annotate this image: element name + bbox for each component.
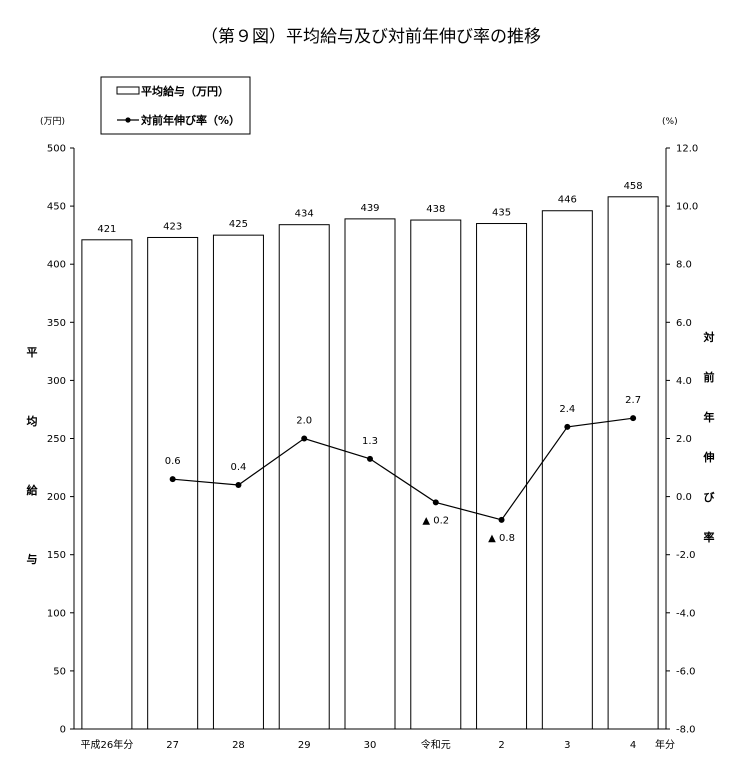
- legend-bar-label: 平均給与（万円）: [141, 84, 229, 98]
- right-axis-title: 対前年伸び率: [703, 330, 716, 544]
- legend-line-label: 対前年伸び率（%）: [140, 113, 240, 127]
- left-tick-label: 200: [47, 492, 66, 503]
- line-value-labels: 0.6 0.4 2.0 1.3 ▲ 0.2 ▲ 0.8 2.4 2.7: [165, 395, 641, 544]
- right-tick-label: 0.0: [676, 492, 692, 503]
- x-tick-label: 29: [298, 740, 311, 751]
- right-tick-label: 12.0: [676, 144, 698, 155]
- bar-value-label: 423: [163, 221, 182, 232]
- left-tick-label: 250: [47, 434, 66, 445]
- line-value-label: ▲ 0.8: [488, 533, 515, 544]
- line-point: [301, 435, 308, 442]
- right-tick-label: -8.0: [676, 725, 696, 736]
- x-axis-unit-suffix: 年分: [655, 738, 675, 751]
- right-axis-title-char: 対: [703, 330, 715, 344]
- bar: [147, 236, 199, 730]
- line-point: [367, 455, 373, 462]
- left-tick-label: 300: [47, 376, 66, 387]
- right-axis-unit: (%): [662, 117, 678, 127]
- right-axis-title-char: 年: [704, 410, 715, 424]
- bar-value-label: 458: [624, 181, 643, 192]
- x-tick-label: 平成26年分: [81, 738, 134, 751]
- line-value-label: 2.4: [559, 404, 575, 415]
- bar-value-label: 439: [360, 203, 379, 214]
- bar-value-label: 425: [229, 219, 248, 230]
- legend-line-marker: [125, 117, 131, 123]
- right-axis-title-char: び: [704, 490, 716, 504]
- right-tick-label: 8.0: [676, 260, 692, 271]
- x-axis-labels: 平成26年分 27 28 29 30 令和元 2 3 4: [81, 738, 637, 751]
- bar: [541, 210, 593, 730]
- right-axis-title-char: 率: [704, 530, 715, 544]
- chart-title: （第９図）平均給与及び対前年伸び率の推移: [201, 27, 541, 47]
- legend: 平均給与（万円） 対前年伸び率（%）: [100, 76, 251, 135]
- left-axis-title: 平均給与: [27, 346, 39, 566]
- bar-value-label: 421: [97, 224, 116, 235]
- line-value-label: 1.3: [362, 436, 378, 447]
- bar: [607, 196, 659, 730]
- bar-value-label: 434: [295, 209, 314, 220]
- bar-series: [81, 196, 659, 730]
- left-tick-label: 0: [60, 725, 66, 736]
- bar: [81, 239, 133, 730]
- x-tick-label: 4: [630, 740, 636, 751]
- left-axis-unit: (万円): [40, 116, 65, 127]
- line-value-label: 0.4: [230, 462, 246, 473]
- bar: [476, 223, 528, 730]
- line-value-label: 2.7: [625, 395, 641, 406]
- x-tick-label: 2: [498, 740, 504, 751]
- x-tick-label: 令和元: [421, 738, 451, 751]
- line-series: [169, 415, 637, 523]
- right-tick-label: 6.0: [676, 318, 692, 329]
- growth-rate-line: [172, 417, 634, 521]
- left-axis-title-char: 給: [27, 483, 39, 497]
- bar-value-label: 438: [426, 204, 445, 215]
- left-axis-title-char: 与: [27, 553, 38, 566]
- line-value-label: ▲ 0.2: [422, 515, 449, 526]
- left-tick-label: 50: [53, 666, 66, 677]
- line-point: [235, 481, 242, 488]
- line-point: [169, 476, 176, 483]
- right-tick-label: -4.0: [676, 608, 696, 619]
- x-tick-label: 30: [364, 740, 377, 751]
- right-tick-label: 2.0: [676, 434, 692, 445]
- legend-bar-swatch: [116, 86, 140, 95]
- right-axis-title-char: 前: [704, 370, 715, 384]
- left-axis-ticks: 0 50 100 150 200 250 300 350 400 450 500: [47, 144, 74, 736]
- line-point: [432, 499, 439, 506]
- bar-value-label: 446: [558, 195, 577, 206]
- left-axis-title-char: 均: [27, 414, 38, 428]
- right-axis-title-char: 伸: [703, 450, 715, 464]
- right-tick-label: 10.0: [676, 202, 698, 213]
- left-tick-label: 450: [47, 202, 66, 213]
- right-axis-ticks: -8.0 -6.0 -4.0 -2.0 0.0 2.0 4.0 6.0 8.0 10.0 12.0: [666, 144, 698, 736]
- right-tick-label: 4.0: [676, 376, 692, 387]
- left-tick-label: 500: [47, 144, 66, 155]
- line-value-label: 2.0: [296, 416, 312, 427]
- left-axis-title-char: 平: [27, 346, 38, 359]
- bar: [278, 224, 330, 730]
- left-tick-label: 100: [47, 608, 66, 619]
- line-point: [498, 516, 505, 523]
- left-tick-label: 350: [47, 318, 66, 329]
- bar: [410, 219, 462, 730]
- line-point: [564, 423, 571, 430]
- left-tick-label: 400: [47, 260, 66, 271]
- right-tick-label: -6.0: [676, 666, 696, 677]
- x-tick-label: 27: [166, 740, 179, 751]
- bar-value-labels: 421 423 425 434 439 438 435 446 458: [97, 181, 642, 235]
- x-tick-label: 28: [232, 740, 245, 751]
- x-tick-label: 3: [564, 740, 570, 751]
- bar-value-label: 435: [492, 208, 511, 219]
- line-value-label: 0.6: [165, 456, 181, 467]
- left-tick-label: 150: [47, 550, 66, 561]
- bar: [344, 218, 396, 730]
- right-tick-label: -2.0: [676, 550, 696, 561]
- line-point: [630, 415, 637, 422]
